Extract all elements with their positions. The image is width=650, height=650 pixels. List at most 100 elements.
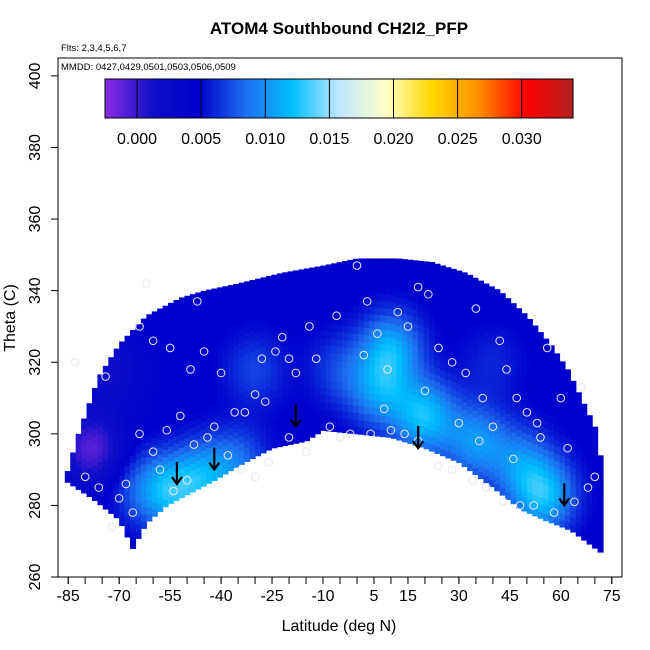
field-cell xyxy=(184,466,191,474)
field-cell xyxy=(255,441,262,450)
field-cell xyxy=(200,428,207,437)
field-cell xyxy=(222,423,229,432)
field-cell xyxy=(271,426,278,434)
field-cell xyxy=(521,417,528,426)
field-cell xyxy=(521,374,528,383)
field-cell xyxy=(412,287,419,296)
field-cell xyxy=(325,280,332,289)
field-cell xyxy=(526,334,533,343)
field-cell xyxy=(488,286,495,294)
field-cell xyxy=(374,428,381,437)
field-cell xyxy=(407,350,414,359)
field-cell xyxy=(412,309,419,317)
field-cell xyxy=(320,365,327,374)
field-cell xyxy=(483,325,490,333)
field-cell xyxy=(434,317,441,326)
field-cell xyxy=(86,467,93,476)
field-cell xyxy=(390,345,397,353)
field-cell xyxy=(233,352,240,361)
field-cell xyxy=(200,290,207,294)
field-cell xyxy=(124,429,131,438)
field-cell xyxy=(429,343,436,352)
field-cell xyxy=(178,297,185,305)
field-cell xyxy=(472,281,479,289)
field-cell xyxy=(287,279,294,288)
field-cell xyxy=(135,409,142,418)
field-cell xyxy=(276,273,283,276)
field-cell xyxy=(130,469,137,478)
field-cell xyxy=(358,283,365,292)
field-cell xyxy=(157,489,164,498)
field-cell xyxy=(124,472,131,481)
x-axis: -85 -70 -55 -40 -25 -10 5 15 30 45 60 75 xyxy=(57,576,621,605)
field-cell xyxy=(124,379,131,388)
field-cell xyxy=(233,302,240,311)
field-cell xyxy=(108,434,115,443)
field-cell xyxy=(249,315,256,324)
field-cell xyxy=(140,413,147,422)
field-cell xyxy=(526,484,533,493)
field-cell xyxy=(597,523,604,532)
field-cell xyxy=(390,409,397,418)
field-cell xyxy=(586,479,593,488)
field-cell xyxy=(570,380,577,383)
field-cell xyxy=(217,326,224,335)
field-cell xyxy=(401,327,408,335)
field-cell xyxy=(515,443,523,452)
field-cell xyxy=(592,526,599,535)
field-cell xyxy=(249,358,256,367)
field-cell xyxy=(543,377,550,386)
field-cell xyxy=(423,398,430,407)
field-cell xyxy=(206,332,213,341)
field-cell xyxy=(467,334,474,343)
sample-point xyxy=(271,347,280,356)
field-cell xyxy=(314,297,321,306)
field-cell xyxy=(282,380,289,389)
field-cell xyxy=(325,330,332,339)
field-cell xyxy=(184,365,191,374)
field-cell xyxy=(515,422,523,430)
field-cell xyxy=(477,292,484,301)
field-cell xyxy=(108,470,115,479)
field-cell xyxy=(140,406,147,415)
field-cell xyxy=(227,434,234,443)
field-cell xyxy=(249,280,256,288)
field-cell xyxy=(494,483,501,492)
field-cell xyxy=(249,301,256,309)
field-cell xyxy=(374,393,381,401)
field-cell xyxy=(298,420,305,429)
field-cell xyxy=(559,484,566,492)
field-cell xyxy=(564,369,571,373)
field-cell xyxy=(461,272,468,274)
field-cell xyxy=(423,369,430,378)
field-cell xyxy=(238,364,245,372)
field-cell xyxy=(265,328,272,336)
field-cell xyxy=(374,407,381,416)
field-cell xyxy=(238,449,245,458)
field-cell xyxy=(407,371,414,380)
field-cell xyxy=(260,295,267,304)
field-cell xyxy=(385,322,392,331)
field-cell xyxy=(564,479,571,487)
field-cell xyxy=(173,457,180,466)
field-cell xyxy=(488,307,495,316)
field-cell xyxy=(124,529,131,538)
field-cell xyxy=(401,355,408,364)
field-cell xyxy=(320,408,327,417)
field-cell xyxy=(244,375,251,384)
field-cell xyxy=(570,481,577,490)
field-cell xyxy=(429,379,436,388)
field-cell xyxy=(238,435,245,444)
field-cell xyxy=(265,378,272,387)
field-cell xyxy=(554,403,561,411)
field-cell xyxy=(467,384,474,393)
field-cell xyxy=(592,454,599,463)
field-cell xyxy=(249,437,256,445)
field-cell xyxy=(488,300,495,309)
field-cell xyxy=(390,388,397,396)
field-cell xyxy=(564,407,571,416)
field-cell xyxy=(467,312,474,321)
field-cell xyxy=(309,351,316,359)
field-cell xyxy=(86,439,93,447)
field-cell xyxy=(461,402,468,410)
